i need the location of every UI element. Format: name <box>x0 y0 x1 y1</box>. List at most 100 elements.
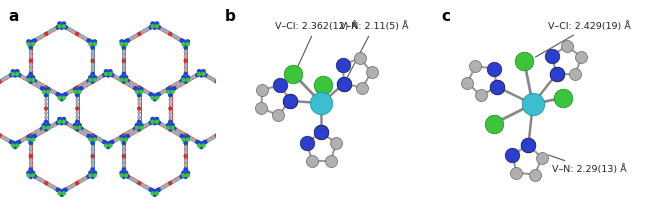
Point <box>169 84 179 87</box>
Point <box>227 93 237 97</box>
Point <box>114 136 125 139</box>
Point <box>25 54 36 58</box>
Point <box>227 89 237 92</box>
Point <box>55 189 65 192</box>
Point <box>87 137 98 140</box>
Point <box>39 126 49 129</box>
Point <box>181 41 191 45</box>
Point <box>43 90 53 94</box>
Point <box>68 184 79 187</box>
Point <box>126 84 136 88</box>
Point <box>165 32 176 36</box>
Point <box>121 135 131 139</box>
Point <box>84 131 94 135</box>
Point <box>119 146 129 149</box>
Point <box>163 90 174 94</box>
Point <box>165 102 176 106</box>
Point <box>103 71 114 74</box>
Point <box>169 179 179 182</box>
Point <box>39 87 49 91</box>
Point <box>196 143 207 146</box>
Point <box>76 87 86 90</box>
Point <box>41 93 51 97</box>
Point <box>188 138 199 141</box>
Point <box>23 40 34 43</box>
Point <box>178 135 188 139</box>
Point <box>181 44 191 47</box>
Point <box>165 116 176 119</box>
Point <box>70 123 81 127</box>
Point <box>150 193 160 196</box>
Point <box>119 54 129 58</box>
Point <box>339 82 349 85</box>
Point <box>119 137 129 140</box>
Point <box>130 35 140 38</box>
Point <box>194 72 204 76</box>
Point <box>84 39 94 42</box>
Point <box>227 125 237 128</box>
Point <box>76 127 86 130</box>
Point <box>198 144 209 147</box>
Point <box>142 28 152 31</box>
Point <box>87 64 98 67</box>
Point <box>25 41 36 45</box>
Point <box>523 144 534 147</box>
Point <box>173 84 183 88</box>
Point <box>126 37 136 40</box>
Point <box>58 189 69 192</box>
Point <box>105 70 116 73</box>
Point <box>87 159 98 163</box>
Point <box>55 22 65 25</box>
Point <box>177 82 187 86</box>
Point <box>150 97 160 101</box>
Point <box>87 172 98 176</box>
Point <box>194 141 204 145</box>
Point <box>134 93 144 97</box>
Point <box>173 81 183 85</box>
Point <box>161 184 172 187</box>
Point <box>126 132 136 136</box>
Point <box>41 89 51 92</box>
Point <box>119 159 129 163</box>
Point <box>119 64 129 67</box>
Point <box>169 127 179 130</box>
Point <box>134 102 144 106</box>
Point <box>72 120 83 124</box>
Point <box>41 98 51 101</box>
Point <box>528 102 538 106</box>
Point <box>273 113 283 117</box>
Text: a: a <box>8 9 19 24</box>
Point <box>72 127 83 131</box>
Point <box>148 94 158 97</box>
Point <box>142 186 152 189</box>
Point <box>188 76 199 79</box>
Point <box>25 175 36 178</box>
Point <box>163 126 174 129</box>
Point <box>119 72 129 76</box>
Point <box>41 102 51 106</box>
Point <box>57 23 67 27</box>
Point <box>136 87 146 91</box>
Point <box>146 188 156 192</box>
Point <box>80 129 90 133</box>
Point <box>275 84 285 87</box>
Point <box>138 30 148 33</box>
Point <box>122 131 133 135</box>
Point <box>85 40 96 43</box>
Point <box>119 59 129 62</box>
Point <box>74 90 85 94</box>
Point <box>23 174 34 177</box>
Point <box>53 121 63 124</box>
Point <box>165 120 176 124</box>
Point <box>12 141 23 145</box>
Point <box>130 130 140 133</box>
Point <box>72 107 83 110</box>
Point <box>130 84 140 87</box>
Point <box>74 87 85 91</box>
Point <box>121 78 131 82</box>
Point <box>185 78 195 81</box>
Point <box>72 93 83 97</box>
Point <box>153 25 164 29</box>
Point <box>119 172 129 176</box>
Point <box>37 84 47 87</box>
